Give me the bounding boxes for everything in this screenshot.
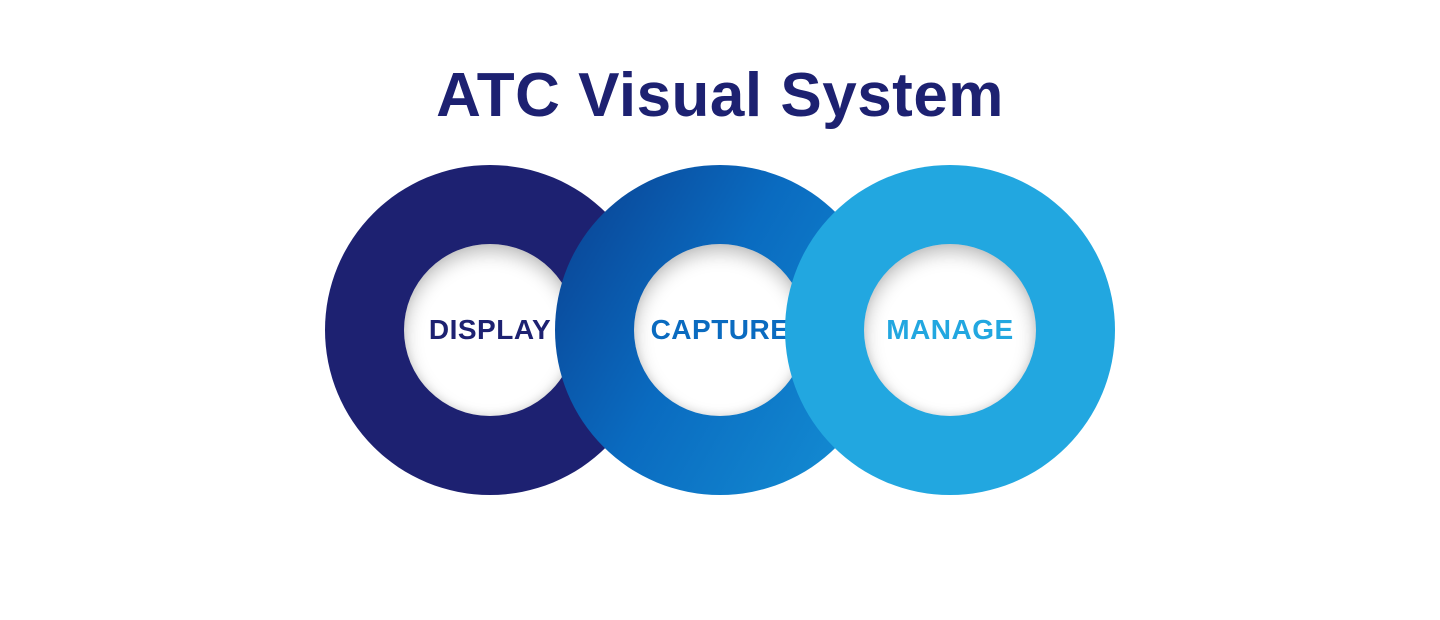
infographic-canvas: ATC Visual System DISPLAY CAPTURE MANAGE: [0, 0, 1440, 620]
ring-capture-label: CAPTURE: [651, 314, 790, 346]
ring-display-inner: DISPLAY: [404, 244, 576, 416]
ring-manage-inner: MANAGE: [864, 244, 1036, 416]
page-title: ATC Visual System: [0, 60, 1440, 131]
ring-manage-label: MANAGE: [886, 314, 1013, 346]
ring-manage: MANAGE: [785, 165, 1115, 495]
ring-capture-inner: CAPTURE: [634, 244, 806, 416]
rings-group: DISPLAY CAPTURE MANAGE: [325, 165, 1115, 495]
ring-display-label: DISPLAY: [429, 314, 551, 346]
